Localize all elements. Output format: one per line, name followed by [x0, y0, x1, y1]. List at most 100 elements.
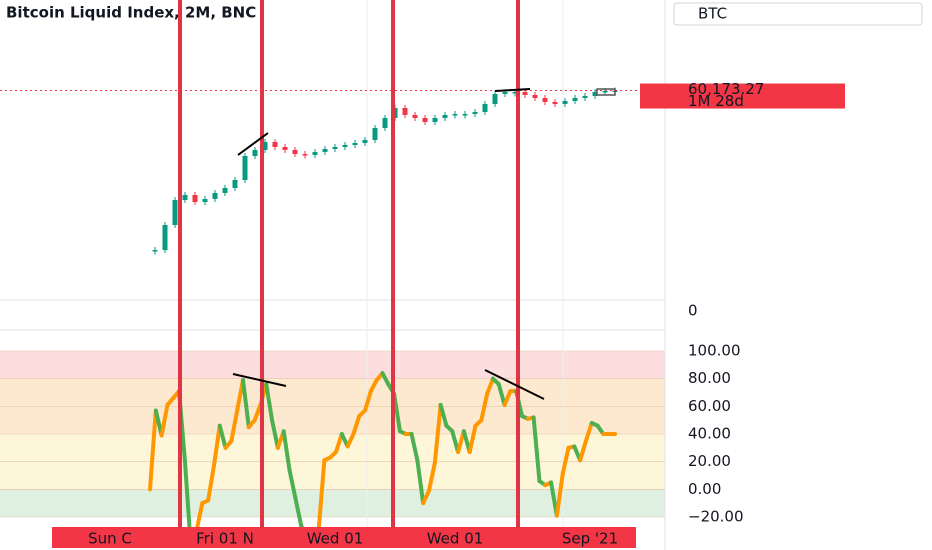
candle	[352, 142, 358, 145]
time-label: Sun C	[88, 530, 132, 548]
candle	[312, 151, 318, 155]
candle	[522, 91, 528, 95]
symbol-text: BTC	[698, 5, 727, 23]
oscillator-segment	[334, 432, 344, 454]
candle	[482, 103, 488, 112]
oscillator-segment	[438, 402, 449, 428]
oscillator-segment	[270, 418, 280, 450]
y-tick-label: 60.00	[688, 397, 731, 415]
oscillator-segment	[531, 415, 542, 484]
candle	[492, 93, 498, 104]
oscillator-segment	[380, 371, 391, 387]
oscillator-segment	[211, 423, 222, 468]
zone	[0, 351, 665, 379]
oscillator-segment	[560, 445, 571, 477]
symbol-box[interactable]	[673, 2, 923, 26]
candle	[202, 198, 208, 203]
oscillator-segment	[351, 414, 362, 436]
candle	[532, 94, 538, 98]
time-label: Wed 01	[427, 530, 484, 548]
candle	[422, 117, 428, 122]
trend-lines	[232, 88, 616, 400]
oscillator-segment	[293, 495, 304, 528]
oscillator-segment	[415, 458, 426, 506]
oscillator-segment	[316, 458, 327, 528]
candle	[602, 90, 608, 93]
oscillator-segment	[467, 423, 478, 454]
oscillator-segment	[554, 472, 565, 518]
candle	[432, 117, 438, 122]
candle	[222, 187, 228, 193]
oscillator-segment	[195, 501, 205, 528]
oscillator-segment	[392, 391, 402, 434]
candle	[292, 149, 298, 154]
oscillator-segment	[583, 420, 594, 443]
annotations	[178, 0, 520, 528]
time-label: Sep '21	[562, 530, 618, 548]
candle	[402, 107, 408, 115]
oscillator-segment	[421, 488, 431, 506]
countdown: 1M 28d	[688, 92, 744, 110]
zone	[0, 489, 665, 517]
price-label-box	[640, 83, 845, 109]
oscillator-segment	[217, 423, 228, 450]
pane-label: 0	[688, 302, 698, 320]
chart-title: Bitcoin Liquid Index, 2M, BNC	[6, 4, 256, 22]
oscillator-segment	[578, 438, 588, 463]
candle	[252, 149, 258, 156]
candle	[412, 114, 418, 118]
candle	[332, 146, 338, 149]
candle	[152, 250, 158, 252]
candle	[172, 200, 178, 225]
candle	[462, 113, 468, 116]
oscillator-segment	[182, 458, 192, 528]
oscillator-segment	[287, 467, 298, 500]
candle	[502, 91, 508, 94]
candle	[512, 91, 518, 94]
candle	[552, 101, 558, 104]
oscillator-segment	[432, 402, 443, 466]
candle	[572, 97, 578, 101]
oscillator-segment	[229, 408, 240, 443]
candle	[382, 117, 388, 128]
candle	[302, 153, 308, 156]
oscillator-segment	[479, 391, 490, 423]
candle	[592, 91, 598, 96]
candle	[442, 114, 448, 118]
oscillator-segment	[502, 389, 513, 407]
price-label: 60,173.27	[688, 80, 764, 98]
y-tick-label: 0.00	[688, 480, 721, 498]
time-bar	[52, 527, 636, 548]
y-tick-label: 100.00	[688, 342, 741, 360]
y-tick-label: 40.00	[688, 425, 731, 443]
candle	[342, 144, 348, 147]
oscillator-segment	[496, 382, 507, 407]
oscillator-segment	[148, 408, 158, 492]
oscillator-segment	[345, 432, 356, 449]
candle	[582, 95, 588, 98]
candle	[542, 97, 548, 102]
oscillator-segment	[252, 402, 263, 423]
candle	[272, 141, 278, 147]
oscillator-segment	[409, 432, 420, 463]
candle	[452, 113, 458, 116]
y-tick-label: 20.00	[688, 452, 731, 470]
oscillator-segment	[241, 378, 251, 430]
oscillator-segment	[264, 382, 275, 423]
y-tick-label: 80.00	[688, 369, 731, 387]
y-tick-label: −20.00	[688, 508, 744, 526]
oscillator-segment	[281, 429, 292, 472]
candle	[282, 146, 288, 150]
oscillator-segment	[159, 402, 170, 438]
candle	[322, 148, 328, 152]
candle	[372, 127, 378, 140]
candle	[182, 194, 188, 201]
candle	[192, 194, 198, 203]
candle	[472, 111, 478, 114]
oscillator-segment	[368, 378, 379, 394]
candle	[212, 192, 218, 199]
oscillator-segment	[206, 463, 216, 503]
candle	[362, 139, 368, 143]
oscillator-segment	[485, 376, 495, 396]
